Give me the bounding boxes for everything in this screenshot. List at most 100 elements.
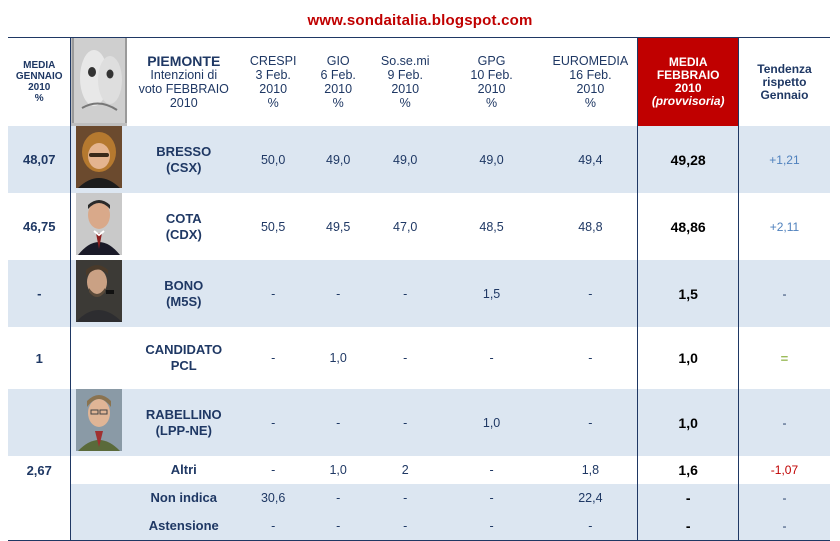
media-gennaio-value <box>8 389 72 456</box>
header-pollster-crespi: CRESPI 3 Feb. 2010 % <box>241 38 306 126</box>
candidate-party: PCL <box>170 358 197 373</box>
poll-value: 47,0 <box>393 219 418 234</box>
poll-value: - <box>305 484 371 512</box>
header-title-l2: voto FEBBRAIO <box>138 82 229 96</box>
trend-value: = <box>780 350 789 366</box>
header-pollster-gpg: GPG 10 Feb. 2010 % <box>440 38 544 126</box>
header-title: PIEMONTE Intenzioni di voto FEBBRAIO 201… <box>127 38 241 126</box>
poll-value: 1,0 <box>329 351 347 365</box>
trend-value: - <box>738 512 830 541</box>
poll-value: - <box>403 351 408 365</box>
row-label: Altri <box>170 462 197 477</box>
header-region: PIEMONTE <box>147 53 221 69</box>
candidate-name: RABELLINO <box>145 406 222 422</box>
poll-value: 22,4 <box>543 484 638 512</box>
header-pollster-euromedia: EUROMEDIA 16 Feb. 2010 % <box>543 38 637 126</box>
table-row-astensione: Astensione - - - - - - - <box>8 512 830 541</box>
candidate-cell: COTA (CDX) <box>127 193 241 260</box>
poll-value: - <box>588 351 593 365</box>
poll-value: 1,8 <box>581 463 600 477</box>
trend-value: +2,11 <box>769 219 800 234</box>
media-gennaio-value: 46,75 <box>8 193 72 260</box>
pollster-date: 9 Feb. <box>387 68 423 82</box>
row-label: Astensione <box>126 512 241 541</box>
candidate-photo <box>71 193 127 260</box>
candidate-name: COTA <box>165 210 202 226</box>
bresso-photo <box>76 126 123 188</box>
media-gennaio-value: - <box>8 260 72 327</box>
poll-value: 1,0 <box>439 389 544 456</box>
poll-value: - <box>271 463 276 477</box>
poll-value: 49,0 <box>370 126 440 193</box>
poll-value: - <box>305 260 371 327</box>
poll-value: 49,4 <box>543 126 638 193</box>
candidate-cell: BRESSO (CSX) <box>126 126 241 193</box>
table-row-non-indica: Non indica 30,6 - - - 22,4 - - <box>8 484 830 512</box>
candidate-cell: CANDIDATO PCL <box>127 327 241 389</box>
poll-value: - <box>370 260 440 327</box>
candidate-name: BRESSO <box>156 143 212 159</box>
pollster-name: EUROMEDIA <box>552 54 629 68</box>
media-febbraio-value: - <box>637 484 739 512</box>
candidate-photo <box>70 260 127 327</box>
pollster-date: 6 Feb. <box>320 68 356 82</box>
poll-value: - <box>305 512 371 541</box>
media-feb-l4: (provvisoria) <box>651 94 725 108</box>
header-media-febbraio: MEDIA FEBBRAIO 2010 (provvisoria) <box>637 38 739 126</box>
poll-value: - <box>240 512 306 541</box>
pollster-year: 2010 <box>477 82 506 96</box>
poll-value: - <box>271 351 276 365</box>
trend-value: - <box>738 484 830 512</box>
poll-value: - <box>305 389 371 456</box>
poll-value: - <box>439 512 544 541</box>
candidate-cell: RABELLINO (LPP-NE) <box>126 389 241 456</box>
header-photo-cell <box>70 38 127 126</box>
header-media-gennaio-l4: % <box>34 93 44 104</box>
candidate-party: (LPP-NE) <box>155 422 212 438</box>
poll-value: 49,0 <box>439 126 544 193</box>
media-gennaio-value: 2,67 <box>8 456 72 484</box>
mascot-image <box>71 38 127 123</box>
trend-value: +1,21 <box>738 126 830 193</box>
table-row: - BONO (M5S) - - - 1,5 - 1,5 - <box>8 260 830 327</box>
candidate-name: CANDIDATO <box>145 342 223 357</box>
bono-photo <box>76 260 123 322</box>
trend-value: - <box>738 260 830 327</box>
poll-value: - <box>370 389 440 456</box>
media-gennaio-value <box>8 484 72 512</box>
poll-value: 48,5 <box>479 219 504 234</box>
poll-value: 49,5 <box>326 219 351 234</box>
media-febbraio-value: 1,6 <box>637 456 739 484</box>
site-url: www.sondaitalia.blogspot.com <box>307 12 533 29</box>
candidate-photo <box>70 389 127 456</box>
candidate-photo-empty <box>71 327 127 389</box>
table-row: RABELLINO (LPP-NE) - - - 1,0 - 1,0 - <box>8 389 830 456</box>
tendenza-l1: Tendenza <box>757 61 812 76</box>
poll-value: 1,5 <box>439 260 544 327</box>
media-gennaio-value: 1 <box>8 327 72 389</box>
header-media-gennaio-l3: 2010 <box>28 82 51 93</box>
pollster-year: 2010 <box>324 82 353 96</box>
header-title-l3: 2010 <box>169 96 198 110</box>
pollster-unit: % <box>267 96 279 110</box>
media-gennaio-value <box>8 512 72 541</box>
pollster-name: GPG <box>477 54 506 68</box>
media-feb-l2: FEBBRAIO <box>656 68 720 82</box>
poll-value: - <box>370 484 440 512</box>
trend-value: -1,07 <box>770 463 799 477</box>
pollster-name: CRESPI <box>249 54 297 68</box>
poll-value: 48,8 <box>578 219 603 234</box>
poll-value: - <box>370 512 440 541</box>
tendenza-l2: rispetto <box>762 74 807 89</box>
media-feb-l3: 2010 <box>674 81 702 95</box>
pollster-unit: % <box>584 96 596 110</box>
pollster-date: 16 Feb. <box>569 68 612 82</box>
poll-value: - <box>439 484 544 512</box>
header-pollster-gio: GIO 6 Feb. 2010 % <box>306 38 371 126</box>
header-media-gennaio: MEDIA GENNAIO 2010 % <box>8 38 72 126</box>
header-row: MEDIA GENNAIO 2010 % PIEMONTE Intenzioni… <box>8 38 830 126</box>
media-febbraio-value: 1,5 <box>637 260 739 327</box>
media-feb-l1: MEDIA <box>668 55 708 69</box>
header-media-gennaio-l1: MEDIA <box>23 60 56 71</box>
media-febbraio-value: 48,86 <box>637 193 739 260</box>
